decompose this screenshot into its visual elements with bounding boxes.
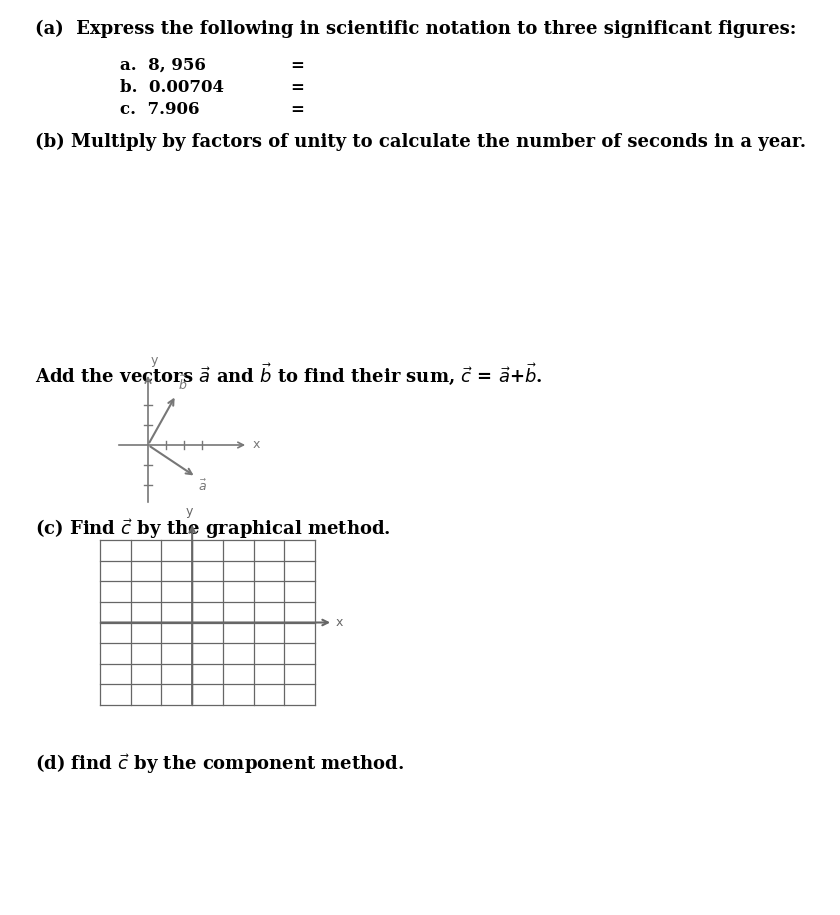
Text: y: y (151, 354, 159, 367)
Text: b.  0.00704: b. 0.00704 (120, 79, 224, 96)
Text: $\vec{b}$: $\vec{b}$ (178, 375, 187, 393)
Text: x: x (253, 438, 260, 451)
Text: x: x (336, 616, 344, 629)
Text: =: = (290, 79, 304, 96)
Text: (d) find $\vec{c}$ by the component method.: (d) find $\vec{c}$ by the component meth… (35, 752, 404, 776)
Text: =: = (290, 101, 304, 118)
Text: (a)  Express the following in scientific notation to three significant figures:: (a) Express the following in scientific … (35, 20, 796, 38)
Text: a.  8, 956: a. 8, 956 (120, 57, 206, 74)
Text: =: = (290, 57, 304, 74)
Text: (c) Find $\vec{c}$ by the graphical method.: (c) Find $\vec{c}$ by the graphical meth… (35, 517, 391, 541)
Text: y: y (186, 505, 193, 518)
Text: Add the vectors $\vec{a}$ and $\vec{b}$ to find their sum, $\vec{c}$ = $\vec{a}$: Add the vectors $\vec{a}$ and $\vec{b}$ … (35, 361, 543, 387)
Text: $\vec{a}$: $\vec{a}$ (198, 479, 207, 494)
Text: c.  7.906: c. 7.906 (120, 101, 200, 118)
Text: (b) Multiply by factors of unity to calculate the number of seconds in a year.: (b) Multiply by factors of unity to calc… (35, 133, 806, 151)
